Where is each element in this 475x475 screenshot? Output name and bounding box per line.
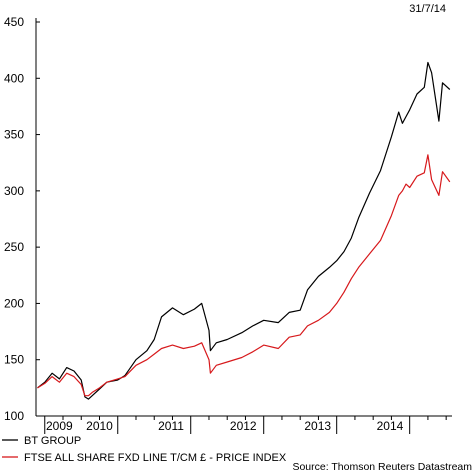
x-tick-label-2010: 2010 bbox=[86, 419, 113, 433]
y-tick-label-300: 300 bbox=[4, 184, 24, 198]
legend-item-ftse: FTSE ALL SHARE FXD LINE T/CM £ - PRICE I… bbox=[2, 452, 287, 464]
y-axis-labels: 100 150 200 250 300 350 400 450 bbox=[4, 15, 24, 423]
legend: BT GROUP FTSE ALL SHARE FXD LINE T/CM £ … bbox=[2, 435, 287, 464]
y-tick-label-200: 200 bbox=[4, 296, 24, 310]
x-tick-label-2013: 2013 bbox=[304, 419, 331, 433]
x-axis-labels: 2009 2010 2011 2012 2013 2014 bbox=[46, 419, 404, 433]
y-tick-label-150: 150 bbox=[4, 353, 24, 367]
x-tick-label-2012: 2012 bbox=[230, 419, 257, 433]
y-tick-label-100: 100 bbox=[4, 409, 24, 423]
y-tick-label-400: 400 bbox=[4, 71, 24, 85]
series-lines bbox=[37, 61, 451, 400]
legend-item-bt: BT GROUP bbox=[2, 435, 81, 447]
date-stamp: 31/7/14 bbox=[409, 3, 446, 15]
y-tick-label-250: 250 bbox=[4, 240, 24, 254]
y-tick-label-450: 450 bbox=[4, 15, 24, 29]
x-tick-label-2014: 2014 bbox=[377, 419, 404, 433]
x-axis-ticks bbox=[44, 416, 447, 434]
x-tick-label-2011: 2011 bbox=[158, 419, 184, 433]
source-note: Source: Thomson Reuters Datastream bbox=[292, 461, 472, 473]
legend-label-ftse: FTSE ALL SHARE FXD LINE T/CM £ - PRICE I… bbox=[24, 452, 287, 464]
series-line-ftse bbox=[37, 154, 451, 397]
legend-label-bt: BT GROUP bbox=[24, 435, 81, 447]
series-line-bt-group bbox=[37, 61, 451, 400]
x-tick-label-2009: 2009 bbox=[46, 419, 73, 433]
y-tick-label-350: 350 bbox=[4, 128, 24, 142]
y-axis-ticks bbox=[36, 21, 40, 417]
